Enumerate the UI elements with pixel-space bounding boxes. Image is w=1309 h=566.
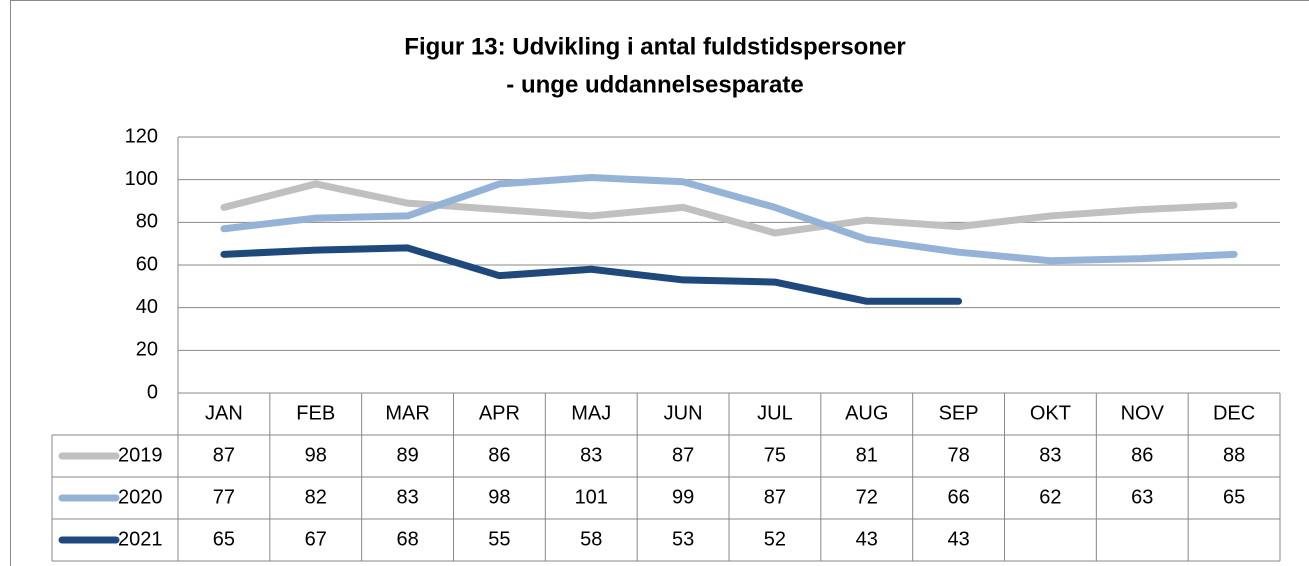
table-value: 58 <box>580 528 602 550</box>
table-value: 81 <box>856 444 878 466</box>
x-tick-label: OKT <box>1030 402 1071 424</box>
series-line <box>220 244 963 305</box>
table-value: 75 <box>764 444 786 466</box>
table-value: 77 <box>213 486 235 508</box>
table-value: 99 <box>672 486 694 508</box>
y-tick-label: 120 <box>125 125 158 147</box>
table-value: 101 <box>575 486 608 508</box>
chart-title: - unge uddannelsesparate <box>506 71 803 98</box>
table-value: 98 <box>305 444 327 466</box>
table-value: 67 <box>305 528 327 550</box>
table-value: 72 <box>856 486 878 508</box>
table-value: 65 <box>213 528 235 550</box>
table-value: 98 <box>488 486 510 508</box>
table-value: 55 <box>488 528 510 550</box>
table-value: 52 <box>764 528 786 550</box>
x-tick-label: FEB <box>296 402 335 424</box>
x-tick-label: JUL <box>757 402 793 424</box>
table-value: 66 <box>947 486 969 508</box>
table-value: 68 <box>396 528 418 550</box>
table-value: 43 <box>856 528 878 550</box>
y-tick-label: 80 <box>136 211 158 233</box>
table-value: 89 <box>396 444 418 466</box>
x-tick-label: DEC <box>1213 402 1255 424</box>
x-tick-label: SEP <box>939 402 979 424</box>
table-value: 87 <box>764 486 786 508</box>
table-value: 78 <box>947 444 969 466</box>
legend-label: 2019 <box>118 444 163 466</box>
y-tick-label: 60 <box>136 253 158 275</box>
x-tick-label: JAN <box>205 402 243 424</box>
table-value: 83 <box>1039 444 1061 466</box>
series-line <box>220 180 1238 237</box>
y-tick-label: 40 <box>136 296 158 318</box>
legend-label: 2020 <box>118 486 163 508</box>
x-tick-label: MAJ <box>571 402 611 424</box>
table-value: 63 <box>1131 486 1153 508</box>
y-tick-label: 0 <box>147 381 158 403</box>
table-value: 88 <box>1223 444 1245 466</box>
table-value: 83 <box>396 486 418 508</box>
y-tick-label: 100 <box>125 168 158 190</box>
legend-label: 2021 <box>118 528 163 550</box>
chart-title: Figur 13: Udvikling i antal fuldstidsper… <box>404 33 905 60</box>
table-value: 83 <box>580 444 602 466</box>
table-value: 62 <box>1039 486 1061 508</box>
table-value: 65 <box>1223 486 1245 508</box>
table-value: 82 <box>305 486 327 508</box>
table-value: 87 <box>213 444 235 466</box>
table-value: 53 <box>672 528 694 550</box>
table-value: 86 <box>488 444 510 466</box>
series-line <box>220 174 1238 265</box>
chart-border <box>10 0 1309 566</box>
table-value: 87 <box>672 444 694 466</box>
x-tick-label: APR <box>479 402 520 424</box>
x-tick-label: AUG <box>845 402 888 424</box>
y-tick-label: 20 <box>136 339 158 361</box>
x-tick-label: NOV <box>1121 402 1165 424</box>
x-tick-label: JUN <box>664 402 703 424</box>
table-value: 86 <box>1131 444 1153 466</box>
table-value: 43 <box>947 528 969 550</box>
x-tick-label: MAR <box>385 402 429 424</box>
